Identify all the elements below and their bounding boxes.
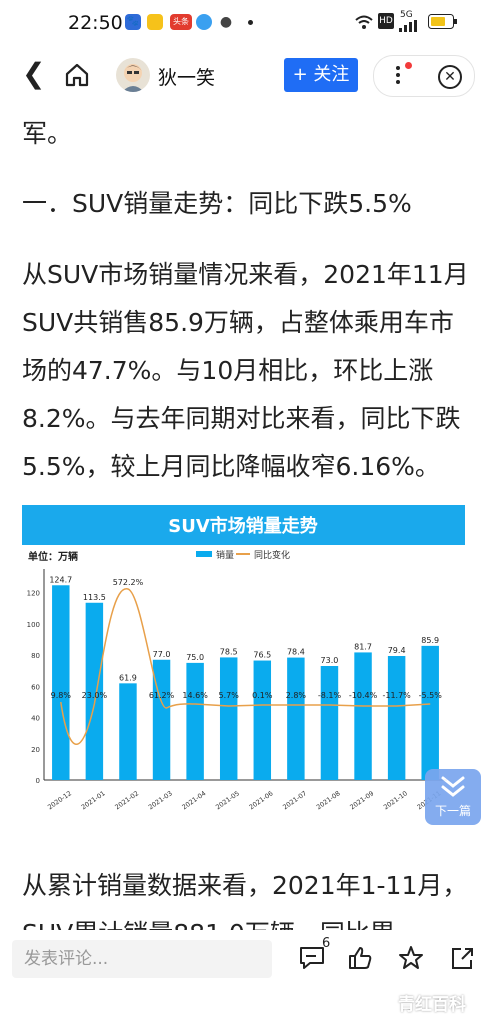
network-label: 5G (400, 10, 413, 20)
comment-icon[interactable] (298, 944, 326, 972)
note-icon (147, 14, 163, 30)
legend-label-sales: 销量 (216, 549, 234, 561)
avatar[interactable] (116, 58, 150, 92)
bar-value-label: 78.4 (287, 648, 305, 657)
bar-value-label: 85.9 (421, 636, 439, 645)
close-icon[interactable]: ✕ (438, 65, 462, 89)
mini-program-capsule: ✕ (373, 55, 475, 97)
bar-value-label: 113.5 (83, 593, 106, 602)
yoy-label: 14.6% (182, 691, 208, 700)
y-tick-label: 0 (36, 777, 40, 785)
comment-count-badge: 6 (322, 936, 331, 951)
bar-value-label: 81.7 (354, 642, 372, 651)
bar-2021-03 (152, 659, 171, 780)
next-article-label: 下一篇 (434, 804, 471, 818)
article-fragment: 军。 (22, 119, 73, 148)
y-tick-label: 100 (27, 621, 40, 629)
more-icon[interactable] (396, 63, 402, 87)
yoy-label: -10.4% (349, 691, 378, 700)
signal-icon (399, 20, 417, 32)
bar-value-label: 79.4 (388, 646, 406, 655)
bar-2021-02 (119, 683, 137, 780)
bar-2021-07 (287, 657, 305, 780)
y-tick-label: 120 (27, 590, 40, 598)
wifi-icon (355, 15, 373, 29)
bird-icon (196, 14, 212, 30)
section-heading: 一．SUV销量走势：同比下跌5.5% (22, 189, 412, 218)
y-tick-label: 60 (31, 683, 40, 691)
next-article-button[interactable]: 下一篇 (425, 769, 481, 825)
legend-label-yoy: 同比变化 (254, 549, 290, 561)
wechat-icon: ● (218, 14, 234, 30)
bottom-action-bar: 发表评论... 6 (0, 930, 486, 1020)
top-nav: ❮ 狄一笑 + 关注 ✕ (0, 50, 486, 102)
y-tick-label: 40 (31, 715, 40, 723)
article-paragraph: 从SUV市场销量情况来看，2021年11月SUV共销售85.9万辆，占整体乘用车… (22, 260, 469, 481)
status-bar: 22:50 🐾 头条 ● HD 5G (0, 0, 486, 44)
chevron-left-icon[interactable]: ❮ (22, 57, 46, 90)
legend-swatch-sales (196, 551, 212, 557)
yoy-label: -8.1% (318, 691, 342, 700)
bar-2020-12 (52, 585, 70, 780)
home-icon[interactable] (64, 62, 90, 88)
battery-icon (428, 14, 457, 29)
bar-2021-04 (186, 662, 204, 780)
yoy-label: 23.0% (82, 691, 108, 700)
chart-header (22, 505, 465, 545)
double-chevron-down-icon (441, 776, 465, 797)
yoy-label: 61.2% (149, 691, 175, 700)
y-tick-label: 80 (31, 652, 40, 660)
bar-2021-09 (354, 652, 372, 780)
watermark: 青红百科 (398, 995, 466, 1015)
notification-dot (405, 62, 412, 69)
author-name[interactable]: 狄一笑 (158, 67, 216, 89)
thumbs-up-icon[interactable] (346, 944, 374, 972)
y-tick-label: 20 (31, 746, 40, 754)
comment-input[interactable]: 发表评论... (12, 940, 272, 978)
share-icon[interactable] (448, 944, 476, 972)
bar-value-label: 124.7 (49, 575, 72, 584)
bar-2021-11 (421, 645, 439, 780)
yoy-label: 572.2% (113, 578, 144, 587)
yoy-label: 0.1% (252, 691, 273, 700)
toutiao-icon: 头条 (170, 14, 192, 30)
bar-value-label: 73.0 (321, 656, 339, 665)
bar-2021-08 (320, 666, 339, 780)
star-icon[interactable] (397, 944, 425, 972)
baidu-icon: 🐾 (125, 14, 141, 30)
status-time: 22:50 (68, 12, 123, 34)
chart-legend: 销量 同比变化 (196, 549, 290, 561)
bar-value-label: 61.9 (119, 673, 137, 682)
chart-unit-label: 单位：万辆 (28, 550, 78, 563)
follow-button[interactable]: + 关注 (284, 58, 358, 92)
bar-value-label: 77.0 (153, 650, 171, 659)
bar-2021-05 (219, 657, 238, 780)
status-dot (248, 20, 253, 25)
hd-icon: HD (378, 13, 394, 29)
bar-value-label: 75.0 (186, 653, 204, 662)
yoy-label: -11.7% (382, 691, 411, 700)
yoy-label: 5.7% (219, 691, 240, 700)
bar-2021-10 (387, 656, 406, 780)
bar-value-label: 76.5 (253, 651, 271, 660)
yoy-line (60, 588, 431, 745)
yoy-label: 9.8% (51, 691, 72, 700)
suv-sales-chart: SUV市场销量走势 单位：万辆 销量 同比变化 0 20 40 60 80 100 120 1… (22, 505, 465, 820)
yoy-label: 2.8% (286, 691, 307, 700)
bar-value-label: 78.5 (220, 647, 238, 656)
chart-title: SUV市场销量走势 (168, 515, 318, 537)
yoy-label: -5.5% (419, 691, 443, 700)
bar-2021-01 (85, 602, 104, 780)
bar-2021-06 (253, 660, 272, 780)
